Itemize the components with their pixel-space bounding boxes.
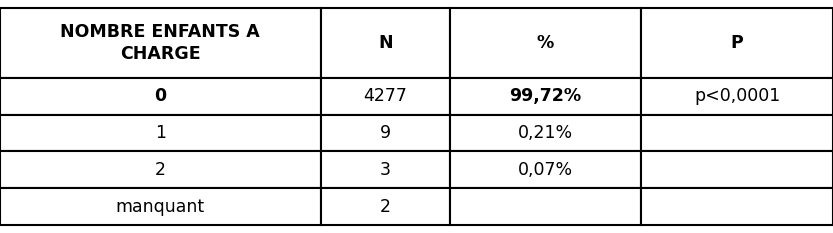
Text: NOMBRE ENFANTS A
CHARGE: NOMBRE ENFANTS A CHARGE [61,23,260,63]
Text: 4277: 4277 [363,87,407,105]
Text: 0,07%: 0,07% [518,161,573,179]
Bar [641,188,833,225]
Text: 0: 0 [154,87,167,105]
Text: 2: 2 [155,161,166,179]
Text: %: % [537,34,554,52]
Text: 1: 1 [155,124,166,142]
Text: 2: 2 [380,198,391,216]
Bar [641,8,833,78]
Bar [0,188,321,225]
Bar [321,115,450,151]
Bar [641,151,833,188]
Bar [0,151,321,188]
Bar [641,78,833,115]
Bar [450,8,641,78]
Bar [321,188,450,225]
Text: p<0,0001: p<0,0001 [694,87,781,105]
Bar [450,78,641,115]
Text: 99,72%: 99,72% [510,87,581,105]
Bar [450,188,641,225]
Bar [0,8,321,78]
Bar [641,115,833,151]
Bar [450,115,641,151]
Text: manquant: manquant [116,198,205,216]
Text: P: P [731,34,744,52]
Bar [321,8,450,78]
Text: 3: 3 [380,161,391,179]
Bar [0,115,321,151]
Bar [0,78,321,115]
Text: N: N [378,34,392,52]
Bar [321,78,450,115]
Bar [321,151,450,188]
Text: 0,21%: 0,21% [518,124,573,142]
Bar [450,151,641,188]
Text: 9: 9 [380,124,391,142]
